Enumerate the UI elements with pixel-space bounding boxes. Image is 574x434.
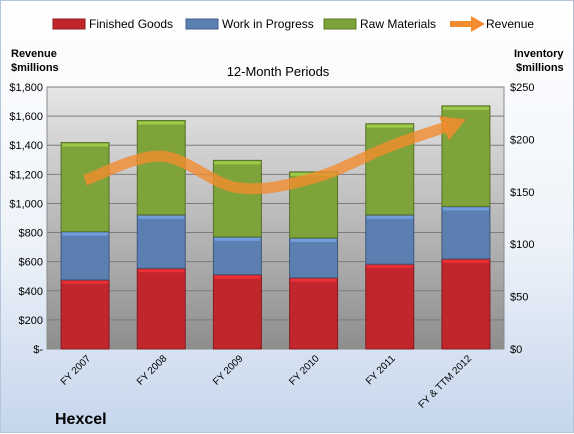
legend-swatch-finished-goods [52, 18, 86, 30]
bar-highlight [214, 275, 261, 279]
bar-highlight [366, 124, 413, 128]
bar-work-in-progress [136, 214, 186, 269]
bar-highlight [290, 278, 337, 282]
bar-highlight [366, 265, 413, 269]
legend-label-work-in-progress: Work in Progress [222, 17, 314, 31]
gridlines [47, 86, 504, 321]
bar-highlight [442, 259, 489, 263]
right-tick-label: $150 [510, 187, 534, 199]
right-axis-title-line1: Inventory [514, 48, 564, 60]
bar-work-in-progress [289, 237, 339, 279]
bar-work-in-progress [441, 205, 491, 260]
legend-swatch-raw-materials [323, 18, 357, 30]
left-axis-title-line2: $millions [11, 62, 59, 74]
legend-item-finished-goods: Finished Goods [52, 17, 173, 31]
left-tick-label: $1,200 [9, 169, 43, 181]
bar-highlight [138, 121, 185, 125]
legend: Finished Goods Work in Progress Raw Mate… [52, 16, 534, 32]
bar-finished-goods [136, 267, 186, 350]
bar-work-in-progress [212, 236, 262, 276]
left-tick-label: $600 [19, 257, 43, 269]
left-tick-label: $1,600 [9, 111, 43, 123]
bar-highlight [138, 269, 185, 273]
right-tick-label: $100 [510, 239, 534, 251]
bar-finished-goods [289, 277, 339, 350]
x-axis-ticks: FY 2007 FY 2008 FY 2009 FY 2010 FY 2011 FY & … [59, 353, 475, 411]
legend-arrowhead-revenue [471, 16, 485, 32]
legend-item-raw-materials: Raw Materials [323, 17, 436, 31]
revenue-line [83, 116, 466, 195]
legend-label-revenue: Revenue [486, 17, 534, 31]
bar-finished-goods [60, 279, 110, 350]
left-axis-title-line1: Revenue [11, 48, 57, 60]
legend-label-raw-materials: Raw Materials [360, 17, 436, 31]
left-tick-label: $400 [19, 286, 43, 298]
left-tick-label: $1,400 [9, 140, 43, 152]
bar-highlight [366, 215, 413, 219]
left-tick-label: $200 [19, 315, 43, 327]
bar-raw-materials [60, 142, 110, 233]
x-tick-label: FY & TTM 2012 [417, 353, 475, 411]
x-tick-label: FY 2010 [287, 353, 322, 388]
left-tick-label: $1,000 [9, 198, 43, 210]
right-tick-label: $0 [510, 344, 522, 356]
right-axis-title-line2: $millions [516, 62, 564, 74]
legend-swatch-work-in-progress [185, 18, 219, 30]
bar-highlight [442, 207, 489, 211]
bar-highlight [290, 238, 337, 242]
bar-highlight [62, 143, 109, 147]
bar-work-in-progress [365, 214, 415, 265]
legend-item-work-in-progress: Work in Progress [185, 17, 314, 31]
x-tick-label: FY 2009 [211, 353, 246, 388]
legend-label-finished-goods: Finished Goods [89, 17, 173, 31]
bar-raw-materials [212, 159, 262, 238]
bar-finished-goods [365, 263, 415, 350]
chart-title: 12-Month Periods [227, 64, 330, 79]
right-axis-ticks: $0 $50 $100 $150 $200 $250 [510, 82, 534, 356]
legend-item-revenue: Revenue [450, 16, 534, 32]
bar-highlight [442, 106, 489, 110]
bar-work-in-progress [60, 231, 110, 281]
bar-series [60, 105, 491, 350]
bar-highlight [138, 215, 185, 219]
company-name: Hexcel [55, 411, 107, 428]
bar-highlight [214, 237, 261, 241]
bar-highlight [62, 280, 109, 284]
revenue-line-path [83, 121, 450, 195]
x-tick-label: FY 2007 [59, 353, 94, 388]
left-tick-label: $- [33, 344, 43, 356]
left-tick-label: $1,800 [9, 82, 43, 94]
revenue-arrowhead [438, 116, 466, 141]
left-axis-ticks: $- $200 $400 $600 $800 $1,000 $1,200 $1,400 $1,6… [9, 82, 43, 356]
left-tick-label: $800 [19, 228, 43, 240]
x-tick-label: FY 2011 [364, 353, 398, 387]
bar-highlight [62, 232, 109, 236]
bar-finished-goods [212, 274, 262, 350]
right-tick-label: $50 [510, 292, 528, 304]
bar-highlight [214, 161, 261, 165]
right-tick-label: $250 [510, 82, 534, 94]
right-tick-label: $200 [510, 134, 534, 146]
bar-raw-materials [136, 120, 186, 216]
bar-finished-goods [441, 258, 491, 350]
x-tick-label: FY 2008 [135, 353, 170, 388]
